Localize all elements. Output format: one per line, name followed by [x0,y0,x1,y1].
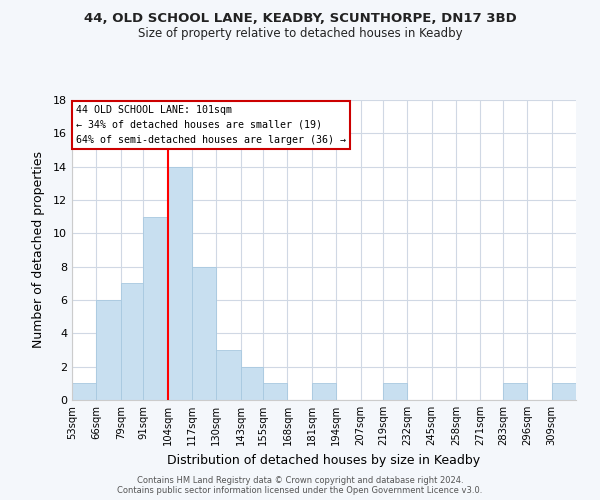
Bar [383,384,407,400]
Bar [503,384,527,400]
Bar [551,384,576,400]
Y-axis label: Number of detached properties: Number of detached properties [32,152,44,348]
Bar [312,384,336,400]
Bar [97,300,121,400]
Bar [263,384,287,400]
Bar [216,350,241,400]
Bar [192,266,216,400]
Bar [72,384,97,400]
Text: Contains public sector information licensed under the Open Government Licence v3: Contains public sector information licen… [118,486,482,495]
Text: 44, OLD SCHOOL LANE, KEADBY, SCUNTHORPE, DN17 3BD: 44, OLD SCHOOL LANE, KEADBY, SCUNTHORPE,… [83,12,517,26]
Text: Contains HM Land Registry data © Crown copyright and database right 2024.: Contains HM Land Registry data © Crown c… [137,476,463,485]
Text: Size of property relative to detached houses in Keadby: Size of property relative to detached ho… [137,28,463,40]
Bar [241,366,263,400]
Bar [167,166,192,400]
Bar [143,216,167,400]
Bar [121,284,143,400]
X-axis label: Distribution of detached houses by size in Keadby: Distribution of detached houses by size … [167,454,481,466]
Text: 44 OLD SCHOOL LANE: 101sqm
← 34% of detached houses are smaller (19)
64% of semi: 44 OLD SCHOOL LANE: 101sqm ← 34% of deta… [76,105,346,144]
